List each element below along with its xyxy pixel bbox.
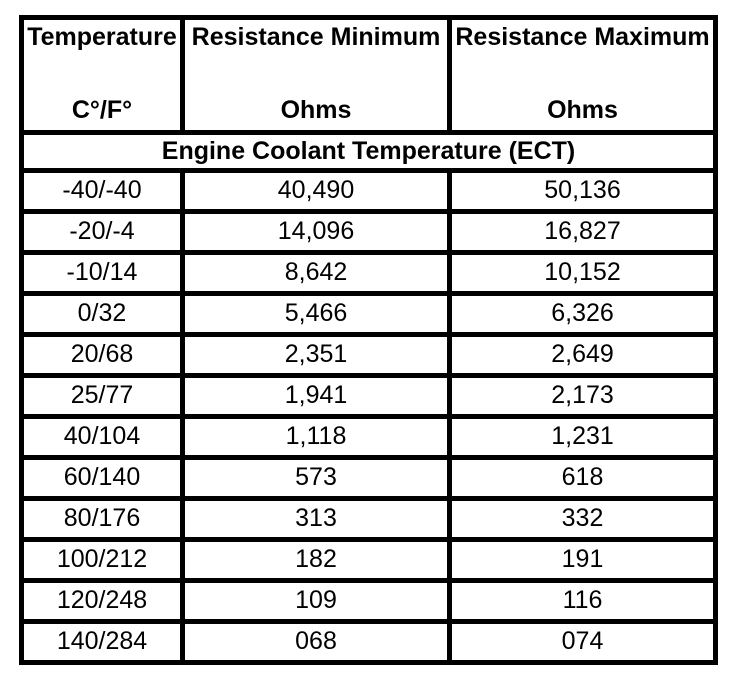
temp-cell: 100/212 [19, 537, 185, 583]
table-row: 120/248 109 116 [19, 578, 718, 624]
ect-resistance-table: Temperature C°/F° Resistance Minimum Ohm… [19, 15, 718, 665]
max-cell: 116 [447, 578, 718, 624]
temp-cell: -20/-4 [19, 209, 185, 255]
table-row: 25/77 1,941 2,173 [19, 373, 718, 419]
min-cell: 573 [180, 455, 452, 501]
table-row: 60/140 573 618 [19, 455, 718, 501]
column-unit-temperature: C°/F° [71, 95, 133, 124]
table-row: 40/104 1,118 1,231 [19, 414, 718, 460]
min-cell: 1,941 [180, 373, 452, 419]
temp-cell: 60/140 [19, 455, 185, 501]
table-row: 20/68 2,351 2,649 [19, 332, 718, 378]
min-cell: 5,466 [180, 291, 452, 337]
temp-cell: -40/-40 [19, 168, 185, 214]
min-cell: 40,490 [180, 168, 452, 214]
temp-cell: 20/68 [19, 332, 185, 378]
table-row: 140/284 068 074 [19, 619, 718, 665]
min-cell: 109 [180, 578, 452, 624]
section-title: Engine Coolant Temperature (ECT) [19, 130, 718, 173]
max-cell: 10,152 [447, 250, 718, 296]
min-cell: 2,351 [180, 332, 452, 378]
header-cell-resistance-minimum: Resistance Minimum Ohms [188, 23, 445, 128]
column-unit-resistance-maximum: Ohms [547, 95, 618, 124]
table-row: 100/212 182 191 [19, 537, 718, 583]
table-row: -20/-4 14,096 16,827 [19, 209, 718, 255]
header-cell-resistance-maximum: Resistance Maximum Ohms [455, 23, 711, 128]
min-cell: 068 [180, 619, 452, 665]
min-cell: 14,096 [180, 209, 452, 255]
temp-cell: -10/14 [19, 250, 185, 296]
temp-cell: 80/176 [19, 496, 185, 542]
max-cell: 074 [447, 619, 718, 665]
table-row: -10/14 8,642 10,152 [19, 250, 718, 296]
temp-cell: 140/284 [19, 619, 185, 665]
table-row: 80/176 313 332 [19, 496, 718, 542]
min-cell: 313 [180, 496, 452, 542]
temp-cell: 40/104 [19, 414, 185, 460]
max-cell: 16,827 [447, 209, 718, 255]
min-cell: 1,118 [180, 414, 452, 460]
column-unit-resistance-minimum: Ohms [280, 95, 352, 124]
max-cell: 332 [447, 496, 718, 542]
max-cell: 6,326 [447, 291, 718, 337]
min-cell: 8,642 [180, 250, 452, 296]
temp-cell: 120/248 [19, 578, 185, 624]
column-title-resistance-maximum: Resistance Maximum [455, 23, 710, 51]
section-row: Engine Coolant Temperature (ECT) [19, 130, 718, 173]
max-cell: 1,231 [447, 414, 718, 460]
max-cell: 2,173 [447, 373, 718, 419]
header-row: Temperature C°/F° Resistance Minimum Ohm… [19, 15, 718, 135]
table-row: 0/32 5,466 6,326 [19, 291, 718, 337]
temp-cell: 25/77 [19, 373, 185, 419]
temp-cell: 0/32 [19, 291, 185, 337]
max-cell: 50,136 [447, 168, 718, 214]
column-title-resistance-minimum: Resistance Minimum [191, 23, 441, 51]
column-title-temperature: Temperature [27, 23, 177, 51]
header-cell-temperature: Temperature C°/F° [27, 23, 178, 128]
min-cell: 182 [180, 537, 452, 583]
column-header-temperature: Temperature C°/F° [19, 15, 185, 135]
table-row: -40/-40 40,490 50,136 [19, 168, 718, 214]
max-cell: 618 [447, 455, 718, 501]
column-header-resistance-minimum: Resistance Minimum Ohms [180, 15, 452, 135]
column-header-resistance-maximum: Resistance Maximum Ohms [447, 15, 718, 135]
max-cell: 191 [447, 537, 718, 583]
max-cell: 2,649 [447, 332, 718, 378]
